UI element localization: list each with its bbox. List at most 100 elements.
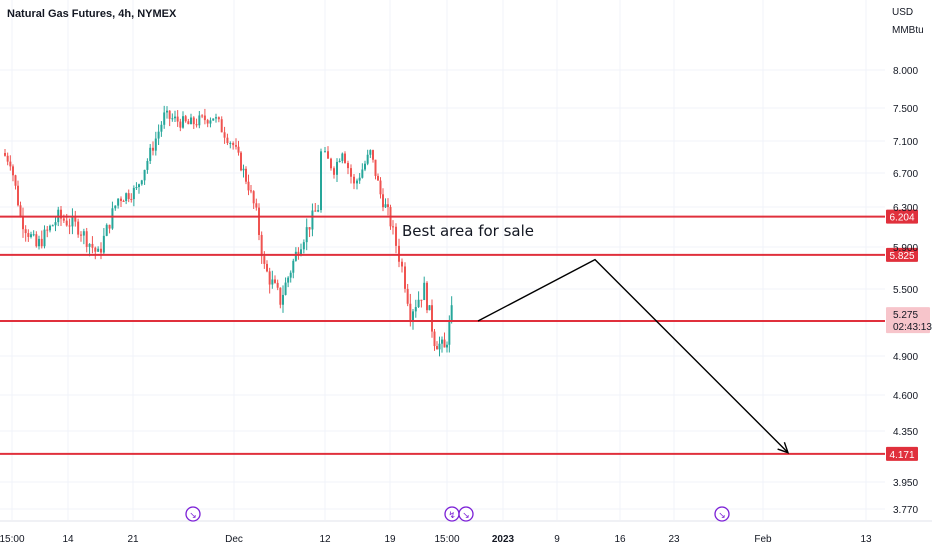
event-marker-icon[interactable]: [714, 506, 730, 522]
candle-body: [160, 124, 163, 132]
event-marker-icon[interactable]: [185, 506, 201, 522]
candle-body: [88, 243, 91, 247]
candle-body: [140, 180, 143, 185]
candle-body: [428, 305, 431, 311]
candle-body: [163, 112, 166, 125]
event-marker-glyph: ↘: [462, 511, 470, 521]
candle-body: [235, 145, 237, 147]
candle-body: [114, 205, 117, 209]
projection-path[interactable]: [477, 258, 789, 454]
level-price-badge: [886, 247, 918, 262]
candle-body: [43, 229, 46, 247]
level-price-badge: [886, 446, 918, 461]
candle-body: [198, 115, 201, 126]
candle-body: [38, 238, 40, 247]
event-markers[interactable]: ↘ ↯ ↘ ↘: [185, 506, 730, 522]
candle-body: [423, 282, 426, 301]
candle-body: [24, 229, 27, 234]
event-marker-glyph: ↯: [448, 511, 456, 521]
candle-body: [287, 277, 290, 283]
candle-body: [443, 339, 446, 348]
x-tick-label: 15:00: [0, 534, 25, 545]
candle-body: [308, 227, 311, 230]
arrow-head: [777, 442, 790, 454]
candle-body: [152, 147, 154, 151]
candle-body: [62, 218, 65, 221]
candle-body: [258, 207, 260, 235]
candle-body: [40, 238, 43, 247]
candle-body: [263, 256, 266, 264]
candle-body: [117, 198, 120, 206]
candle-body: [184, 116, 187, 122]
y-tick-label: 4.900: [893, 352, 918, 363]
candle-body: [341, 153, 344, 161]
candle-body: [317, 210, 320, 212]
candle-body: [195, 124, 198, 126]
current-price-label: 5.275: [893, 310, 918, 321]
candle-body: [6, 155, 9, 162]
candle-body: [250, 190, 252, 192]
candle-body: [401, 261, 403, 267]
candle-body: [35, 234, 38, 247]
x-tick-label: 16: [614, 534, 626, 545]
candle-body: [353, 176, 355, 184]
price-axis[interactable]: 8.000 7.500 7.100 6.700 6.300 5.900 5.500 4.900…: [886, 66, 932, 516]
candle-body: [223, 132, 226, 138]
candle-body: [344, 153, 346, 163]
candle-body: [30, 234, 32, 237]
projection-arrow[interactable]: [477, 258, 790, 454]
y-tick-label: 4.600: [893, 391, 918, 402]
candle-body: [450, 305, 453, 322]
candle-body: [240, 152, 242, 171]
candle-body: [138, 184, 140, 188]
time-axis[interactable]: 15:00 14 21 Dec 12 19 15:00 2023 9 16 23 Feb 13: [0, 520, 932, 545]
candle-body: [179, 121, 182, 128]
candle-body: [276, 282, 279, 288]
candle-body: [49, 225, 51, 231]
x-tick-label: 9: [554, 534, 560, 545]
candle-body: [364, 163, 366, 170]
candle-body: [426, 282, 428, 311]
candle-body: [409, 303, 412, 321]
candle-body: [91, 243, 94, 248]
event-marker-icon[interactable]: [458, 506, 474, 522]
candle-body: [379, 180, 382, 195]
candle-body: [414, 307, 417, 312]
candle-body: [125, 193, 128, 202]
candle-body: [255, 203, 258, 208]
event-marker-glyph: ↘: [718, 511, 726, 521]
candle-body: [300, 249, 302, 256]
candle-body: [446, 344, 448, 348]
candle-body: [154, 138, 157, 151]
candle-body: [217, 117, 220, 120]
candle-body: [252, 191, 255, 204]
candle-body: [108, 224, 111, 229]
candle-body: [268, 271, 271, 285]
candle-body: [382, 194, 384, 208]
annotation-text[interactable]: Best area for sale: [402, 222, 534, 240]
candle-body: [338, 160, 341, 162]
candle-body: [377, 175, 379, 181]
candle-body: [17, 185, 19, 206]
y-tick-label: 7.500: [893, 104, 918, 115]
candle-body: [333, 168, 335, 175]
y-tick-label: 7.100: [893, 137, 918, 148]
candle-body: [448, 321, 451, 345]
candle-body: [392, 226, 394, 228]
candle-body: [135, 187, 138, 189]
chart-title: Natural Gas Futures, 4h, NYMEX: [7, 8, 177, 20]
candle-body: [395, 226, 397, 246]
candle-body: [85, 231, 88, 247]
candle-body: [51, 225, 54, 227]
candle-body: [417, 299, 420, 308]
candle-body: [245, 168, 247, 182]
candle-body: [80, 234, 82, 236]
x-tick-label: 21: [127, 534, 139, 545]
candle-body: [404, 266, 406, 289]
candle-body: [171, 118, 174, 120]
candle-body: [260, 234, 263, 257]
y-tick-label: 6.700: [893, 169, 918, 180]
candle-body: [406, 288, 409, 304]
candle-body: [215, 117, 217, 119]
